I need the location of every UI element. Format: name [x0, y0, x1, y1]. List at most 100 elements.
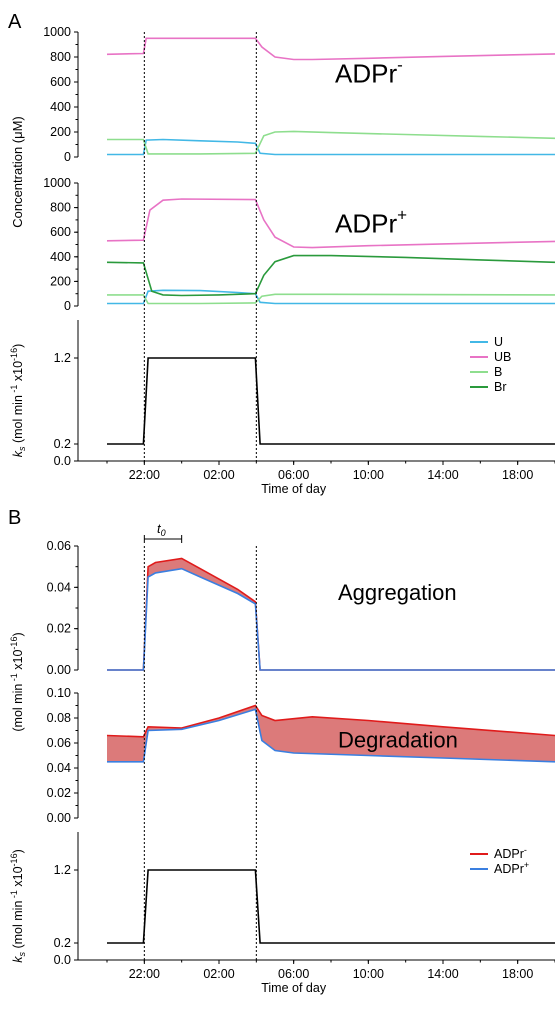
panel-annotation: ADPr-: [335, 56, 403, 89]
y-axis-label-rate: (mol min -1 x10-16): [9, 632, 25, 731]
rate-exp-2: -16: [9, 637, 19, 650]
ks-exp: -1: [9, 385, 19, 396]
legend-label: UB: [494, 350, 511, 364]
y-tick-label: 1000: [43, 25, 71, 39]
y-tick-label: 0.06: [47, 539, 71, 553]
y-axis-label-concentration: Concentration (μM): [10, 116, 25, 228]
rate-unit-close: ): [11, 632, 25, 636]
y-axis-label-ks: ks (mol min -1 x10-16): [9, 344, 27, 458]
rate-unit-2: x10: [11, 650, 25, 674]
panel-label-a: A: [8, 11, 22, 33]
y-tick-label: 200: [50, 125, 71, 139]
legend-label: ADPr-: [494, 845, 527, 861]
annotation-superscript: +: [397, 206, 407, 225]
x-axis-label: Time of day: [261, 482, 327, 496]
y-tick-label: 800: [50, 201, 71, 215]
y-tick-label: 800: [50, 50, 71, 64]
legend-label: U: [494, 335, 503, 349]
panel-annotation: Aggregation: [338, 580, 457, 605]
y-tick-label: 0.00: [47, 811, 71, 825]
y-tick-label: 0.06: [47, 736, 71, 750]
ks-unit-2: x10: [11, 866, 25, 890]
ks-unit: (mol min: [11, 395, 25, 446]
y-tick-label: 0: [64, 299, 71, 313]
ks-sub: s: [17, 952, 27, 957]
y-tick-label: 200: [50, 274, 71, 288]
ks-exp: -1: [9, 890, 19, 901]
y-tick-label: 400: [50, 100, 71, 114]
y-tick-label: 0.2: [54, 936, 71, 950]
ks-k: k: [11, 450, 25, 457]
bracket-label: t0: [157, 521, 166, 538]
chart-A-ADPr-plus: 0 200 400 600 800 1000 ADPr+: [43, 176, 555, 313]
y-tick-label: 600: [50, 75, 71, 89]
x-tick-label: 02:00: [203, 468, 234, 482]
ks-exp-2: -16: [9, 853, 19, 866]
x-tick-label: 06:00: [278, 967, 309, 981]
shared-ylabel-b: (mol min -1 x10-16): [9, 632, 25, 731]
area-fill-difference: [107, 705, 555, 762]
area-fill-difference: [107, 558, 555, 670]
legend-label: Br: [494, 380, 507, 394]
y-tick-label: 0.2: [54, 437, 71, 451]
y-tick-label: 0.0: [54, 953, 71, 967]
ks-exp-2: -16: [9, 348, 19, 361]
chart-A-ADPr-minus: 0 200 400 600 800 1000 ADPr-: [43, 25, 555, 164]
panel-annotation: Degradation: [338, 728, 458, 753]
panel-label-b: B: [8, 507, 21, 529]
series-line-ADPr-: [106, 704, 555, 738]
x-tick-label: 02:00: [203, 967, 234, 981]
chart-A-ks: 0.0 0.2 1.2 ks (mol min -1 x10-16) 22:00 02:0…: [9, 320, 555, 496]
series-line-U: [107, 138, 555, 156]
plots-layer: 0 200 400 600 800 1000 ADPr- 0 200 400 600 800 1000 A…: [9, 25, 555, 995]
legend-label: B: [494, 365, 502, 379]
y-tick-label: 0.04: [47, 761, 71, 775]
ks-k: k: [11, 956, 25, 963]
y-tick-label: 0.0: [54, 454, 71, 468]
ks-unit-2: x10: [11, 361, 25, 385]
bracket-label-subscript: 0: [161, 528, 166, 538]
series-line-k_s: [107, 357, 555, 445]
x-tick-label: 22:00: [129, 468, 160, 482]
x-tick-label: 10:00: [353, 967, 384, 981]
y-tick-label: 0.00: [47, 663, 71, 677]
y-tick-label: 0: [64, 150, 71, 164]
x-tick-label: 06:00: [278, 468, 309, 482]
y-axis-label-ks: ks (mol min -1 x10-16): [9, 849, 27, 963]
series-line-ADPr+: [107, 567, 555, 671]
legend-label-sup: -: [524, 845, 527, 855]
y-tick-label: 0.10: [47, 686, 71, 700]
y-tick-label: 1.2: [54, 863, 71, 877]
ks-unit-close: ): [11, 344, 25, 348]
ks-unit: (mol min: [11, 901, 25, 952]
x-tick-label: 18:00: [502, 967, 533, 981]
x-tick-label: 14:00: [427, 967, 458, 981]
panel-annotation: ADPr+: [335, 206, 407, 239]
y-tick-label: 1.2: [54, 351, 71, 365]
legend-label-sup: +: [524, 860, 529, 870]
y-tick-label: 1000: [43, 176, 71, 190]
series-line-UB: [106, 37, 555, 61]
y-tick-label: 0.04: [47, 580, 71, 594]
ks-unit-close: ): [11, 849, 25, 853]
chart-B-aggregation: 0.00 0.02 0.04 0.06 Aggregation t0: [47, 521, 555, 677]
x-axis-label: Time of day: [261, 981, 327, 995]
y-tick-label: 600: [50, 225, 71, 239]
legend-label: ADPr+: [494, 860, 529, 876]
y-tick-label: 0.08: [47, 711, 71, 725]
series-line-B: [107, 130, 555, 155]
series-line-UB: [106, 198, 555, 249]
chart-B-ks: 0.0 0.2 1.2 ks (mol min -1 x10-16) 22:00 02:0…: [9, 832, 555, 995]
x-tick-label: 10:00: [353, 468, 384, 482]
annotation-superscript: -: [397, 56, 403, 75]
ks-sub: s: [17, 446, 27, 451]
series-line-Br: [106, 254, 555, 297]
series-line-ADPr+: [107, 708, 555, 763]
chart-B-degradation: 0.00 0.02 0.04 0.06 0.08 0.10 Degradation: [47, 686, 555, 825]
x-tick-label: 22:00: [129, 967, 160, 981]
y-tick-label: 0.02: [47, 622, 71, 636]
y-tick-label: 400: [50, 250, 71, 264]
x-tick-label: 18:00: [502, 468, 533, 482]
rate-exp: -1: [9, 673, 19, 684]
